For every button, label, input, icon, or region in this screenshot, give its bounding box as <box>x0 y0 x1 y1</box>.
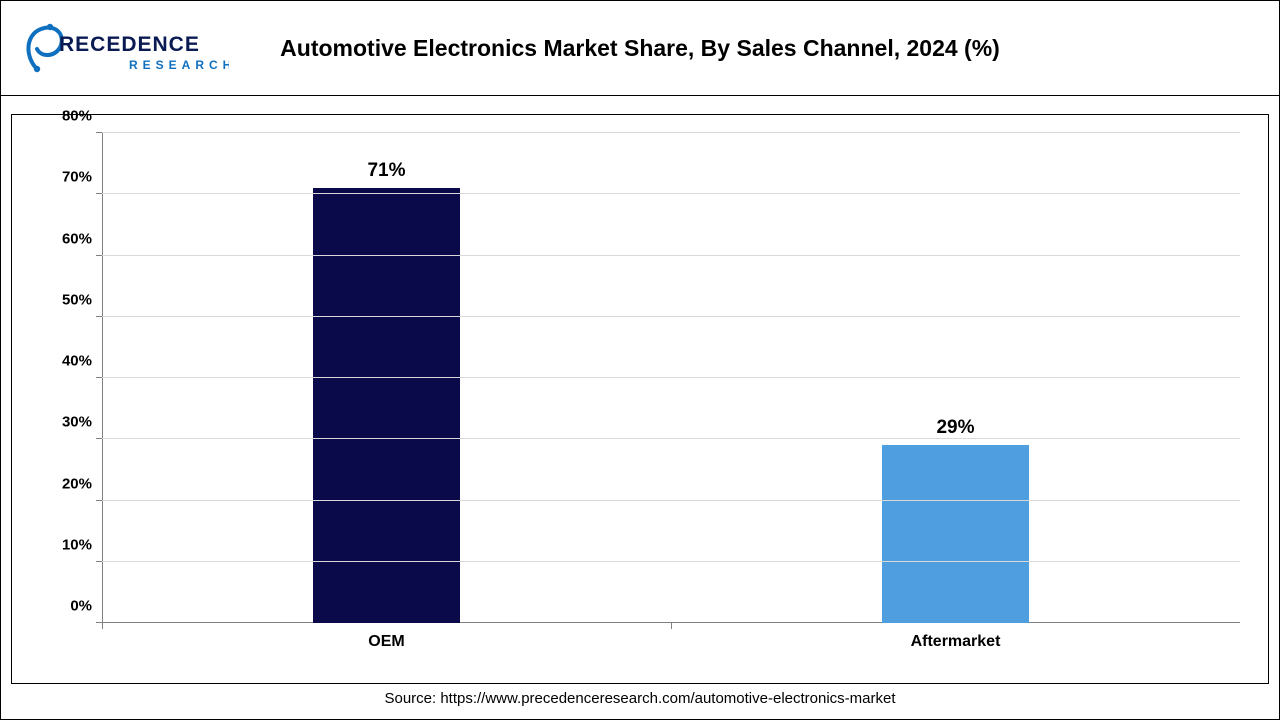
header-row: RECEDENCE RESEARCH Automotive Electronic… <box>1 1 1279 96</box>
y-tick-label: 10% <box>62 536 92 553</box>
y-tick-mark <box>96 193 102 194</box>
y-tick-label: 70% <box>62 169 92 186</box>
y-tick-label: 30% <box>62 414 92 431</box>
y-tick-label: 40% <box>62 353 92 370</box>
grid-line <box>102 561 1240 562</box>
y-tick-mark <box>96 316 102 317</box>
bar-slot: 29%Aftermarket <box>671 133 1240 623</box>
chart-frame: 71%OEM29%Aftermarket 0%10%20%30%40%50%60… <box>1 96 1279 719</box>
bar-value-label: 71% <box>367 160 405 182</box>
y-tick-label: 60% <box>62 230 92 247</box>
bar: 71% <box>313 188 461 623</box>
y-tick-label: 50% <box>62 291 92 308</box>
chart-box: 71%OEM29%Aftermarket 0%10%20%30%40%50%60… <box>11 114 1269 684</box>
logo: RECEDENCE RESEARCH <box>19 19 229 79</box>
x-category-label: Aftermarket <box>911 633 1001 651</box>
bar: 29% <box>882 445 1030 623</box>
grid-line <box>102 193 1240 194</box>
y-tick-mark <box>96 377 102 378</box>
grid-line <box>102 377 1240 378</box>
grid-line <box>102 438 1240 439</box>
y-tick-label: 20% <box>62 475 92 492</box>
x-category-label: OEM <box>368 633 404 651</box>
x-tick-mark <box>102 623 103 629</box>
y-tick-mark <box>96 255 102 256</box>
bars-row: 71%OEM29%Aftermarket <box>102 133 1240 623</box>
grid-line <box>102 132 1240 133</box>
precedence-logo-icon: RECEDENCE RESEARCH <box>19 19 229 79</box>
logo-brand-text: RECEDENCE <box>59 33 200 56</box>
x-tick-mark <box>671 623 672 629</box>
y-tick-label: 80% <box>62 108 92 125</box>
y-tick-mark <box>96 622 102 623</box>
y-tick-mark <box>96 438 102 439</box>
grid-line <box>102 500 1240 501</box>
y-tick-mark <box>96 132 102 133</box>
y-tick-mark <box>96 500 102 501</box>
y-tick-mark <box>96 561 102 562</box>
logo-sub-text: RESEARCH <box>129 58 229 72</box>
bar-slot: 71%OEM <box>102 133 671 623</box>
source-text: Source: https://www.precedenceresearch.c… <box>11 690 1269 707</box>
y-tick-label: 0% <box>70 598 92 615</box>
outer-frame: RECEDENCE RESEARCH Automotive Electronic… <box>0 0 1280 720</box>
plot-area: 71%OEM29%Aftermarket 0%10%20%30%40%50%60… <box>102 133 1240 623</box>
grid-line <box>102 255 1240 256</box>
grid-line <box>102 316 1240 317</box>
bar-value-label: 29% <box>936 417 974 439</box>
